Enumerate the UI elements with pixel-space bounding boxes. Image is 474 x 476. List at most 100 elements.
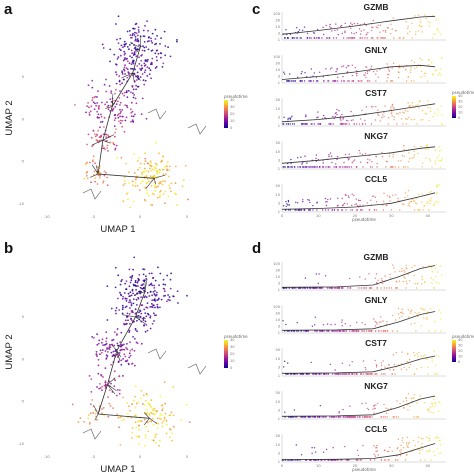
- gene-x-tick: 0: [281, 214, 284, 218]
- gene-x-tick: 40: [425, 464, 430, 468]
- umap-cell-point: [135, 426, 138, 429]
- gene-cell-point: [439, 452, 442, 454]
- gene-y-tick: 3: [278, 452, 280, 456]
- umap-cell-point: [142, 29, 145, 32]
- umap-cell-point: [108, 85, 111, 87]
- gene-cell-point: [434, 405, 436, 407]
- gene-x-tick: 30: [389, 464, 394, 468]
- gene-cell-point: [340, 119, 342, 121]
- umap-cell-point: [188, 421, 191, 423]
- gene-cell-point: [383, 459, 386, 461]
- umap-cell-point: [138, 424, 140, 427]
- umap-cell-point: [147, 313, 150, 316]
- gene-cell-point: [415, 104, 417, 107]
- gene-cell-point: [382, 282, 384, 285]
- gene-cell-point: [315, 37, 318, 39]
- umap-cell-point: [160, 37, 163, 39]
- gene-cell-point: [383, 416, 385, 418]
- umap-cell-point: [124, 297, 127, 300]
- gene-cell-point: [387, 27, 389, 29]
- umap-cell-point: [143, 296, 146, 299]
- umap-cell-point: [131, 289, 134, 292]
- gene-cell-point: [285, 80, 288, 82]
- umap-cell-point: [144, 157, 147, 160]
- umap-cell-point: [132, 88, 135, 91]
- gene-cell-point: [380, 364, 383, 367]
- umap-cell-point: [115, 307, 118, 309]
- umap-cell-point: [124, 119, 127, 122]
- gene-cell-point: [314, 451, 317, 453]
- gene-cell-point: [404, 459, 407, 461]
- umap-cell-point: [159, 440, 161, 442]
- umap-cell-point: [156, 291, 158, 294]
- gene-cell-point: [313, 166, 316, 168]
- umap-cell-point: [152, 291, 155, 293]
- outlier-fragment: [82, 188, 102, 200]
- gene-cell-point: [407, 76, 410, 78]
- umap-cell-point: [114, 309, 117, 312]
- umap-x-tick: -5: [92, 215, 96, 219]
- gene-cell-point: [405, 287, 407, 289]
- gene-cell-point: [390, 23, 392, 25]
- gene-cell-point: [390, 113, 392, 115]
- gene-cell-point: [440, 105, 442, 107]
- umap-cell-point: [115, 144, 118, 147]
- umap-cell-point: [128, 356, 131, 359]
- gene-trend-line: [281, 311, 436, 331]
- gene-cell-point: [398, 66, 400, 69]
- gene-cell-point: [403, 203, 405, 206]
- gene-y-tick: 1: [278, 167, 280, 171]
- umap-cell-point: [88, 423, 91, 425]
- gene-cell-point: [315, 287, 318, 289]
- gene-cell-point: [319, 123, 322, 125]
- umap-cell-point: [135, 55, 138, 58]
- gene-cell-point: [302, 201, 304, 203]
- umap-cell-point: [147, 403, 150, 405]
- umap-cell-point: [131, 348, 134, 351]
- gene-cell-point: [371, 166, 373, 168]
- umap-cell-point: [120, 363, 123, 366]
- umap-cell-point: [129, 307, 131, 309]
- gene-cell-point: [366, 72, 369, 75]
- umap-cell-point: [91, 336, 94, 338]
- umap-cell-point: [140, 304, 143, 306]
- umap-cell-point: [133, 27, 136, 30]
- gene-cell-point: [334, 373, 336, 375]
- gene-cell-point: [382, 209, 384, 211]
- gene-cell-point: [424, 354, 426, 356]
- gene-cell-point: [325, 37, 328, 39]
- gene-cell-point: [317, 123, 319, 125]
- gene-cell-point: [438, 184, 441, 186]
- umap-cell-point: [154, 441, 157, 444]
- gene-cell-point: [366, 37, 368, 39]
- gene-cell-point: [429, 406, 432, 408]
- umap-cell-point: [152, 439, 155, 442]
- gene-cell-point: [355, 72, 358, 75]
- umap-cell-point: [95, 133, 98, 136]
- gene-cell-point: [348, 80, 350, 82]
- umap-cell-point: [131, 34, 134, 36]
- umap-cell-point: [120, 119, 122, 122]
- gene-cell-point: [418, 351, 420, 354]
- gene-cell-point: [358, 28, 361, 30]
- gene-cell-point: [387, 68, 389, 70]
- gene-cell-point: [403, 407, 405, 409]
- umap-cell-point: [110, 363, 113, 366]
- umap-cell-point: [150, 37, 152, 40]
- gene-cell-point: [375, 364, 377, 366]
- umap-cell-point: [136, 48, 139, 50]
- umap-cell-point: [161, 168, 164, 171]
- gene-cell-point: [348, 196, 350, 199]
- gene-cell-point: [342, 408, 344, 411]
- umap-cell-point: [138, 157, 141, 159]
- gene-cell-point: [379, 24, 382, 26]
- umap-cell-point: [156, 427, 159, 429]
- gene-cell-point: [398, 37, 400, 39]
- umap-cell-point: [91, 145, 93, 148]
- umap-cell-point: [94, 415, 97, 418]
- gene-cell-point: [430, 277, 432, 279]
- gene-cell-point: [397, 160, 400, 162]
- trajectory-branch: [139, 35, 142, 48]
- gene-cell-point: [389, 33, 392, 35]
- gene-cell-point: [344, 30, 346, 32]
